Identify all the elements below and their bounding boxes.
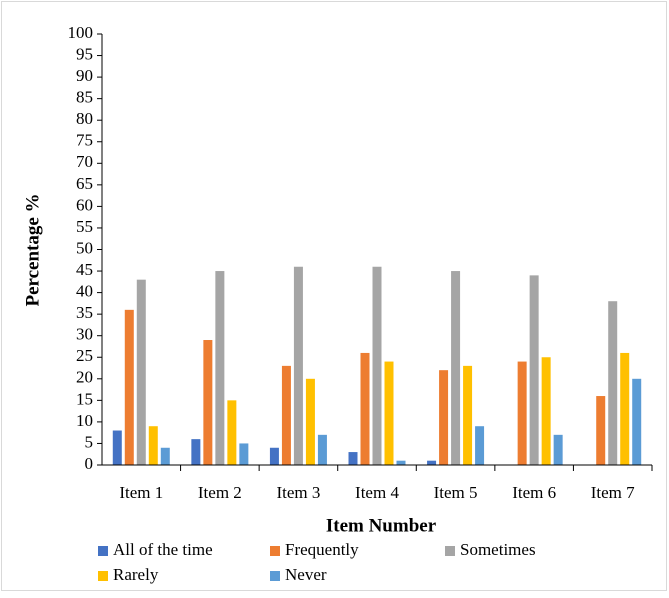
legend-label: Never [285,565,327,584]
legend-swatch [98,571,108,581]
bar [203,340,213,465]
x-tick-label: Item 7 [591,483,635,502]
y-tick-label: 0 [85,454,94,473]
legend-label: Sometimes [460,540,536,559]
legend-swatch [98,546,108,556]
legend-swatch [270,571,280,581]
bar [451,271,461,465]
bar [360,352,370,465]
y-tick-label: 75 [76,131,93,150]
bar [227,400,237,465]
bar [620,352,630,465]
legend-label: Rarely [113,565,159,584]
bar [348,452,358,465]
legend-swatch [270,546,280,556]
bar [596,396,606,465]
bar [608,301,618,465]
legend-label: All of the time [113,540,213,559]
y-tick-label: 50 [76,238,93,257]
y-tick-label: 60 [76,195,93,214]
y-tick-label: 85 [76,88,93,107]
bar [293,266,303,465]
x-tick-label: Item 1 [119,483,163,502]
y-tick-label: 40 [76,282,93,301]
y-tick-label: 80 [76,109,93,128]
bar [124,309,134,465]
y-tick-label: 25 [76,346,93,365]
bar [427,460,437,465]
bar [136,279,146,465]
bar [553,434,563,465]
bar [632,378,642,465]
bar [463,365,473,465]
bar [239,443,249,465]
bar [439,370,449,465]
bar [317,434,327,465]
bar [305,378,315,465]
x-axis-label: Item Number [326,515,437,536]
bar [148,426,158,465]
y-tick-label: 35 [76,303,93,322]
bar [112,430,122,465]
legend-label: Frequently [285,540,359,559]
x-tick-label: Item 3 [276,483,320,502]
y-tick-label: 15 [76,389,93,408]
y-tick-label: 90 [76,66,93,85]
y-tick-label: 5 [85,432,94,451]
y-tick-label: 30 [76,325,93,344]
y-tick-label: 10 [76,411,93,430]
bar [160,447,170,465]
y-tick-label: 100 [68,23,94,42]
x-tick-label: Item 2 [198,483,242,502]
y-axis-label: Percentage % [22,193,43,306]
y-tick-label: 65 [76,174,93,193]
bar [384,361,394,465]
bar [372,266,382,465]
bar [396,460,406,465]
y-tick-label: 45 [76,260,93,279]
bar [281,365,291,465]
bar [215,271,225,465]
bar [529,275,539,465]
bar [475,426,485,465]
bar [517,361,527,465]
bar [541,357,551,465]
bar [191,439,201,465]
y-tick-label: 95 [76,44,93,63]
x-tick-label: Item 6 [512,483,556,502]
x-tick-label: Item 5 [434,483,478,502]
y-tick-label: 70 [76,152,93,171]
y-tick-label: 55 [76,217,93,236]
x-tick-label: Item 4 [355,483,399,502]
y-tick-label: 20 [76,368,93,387]
bar [269,447,279,465]
legend-swatch [445,546,455,556]
